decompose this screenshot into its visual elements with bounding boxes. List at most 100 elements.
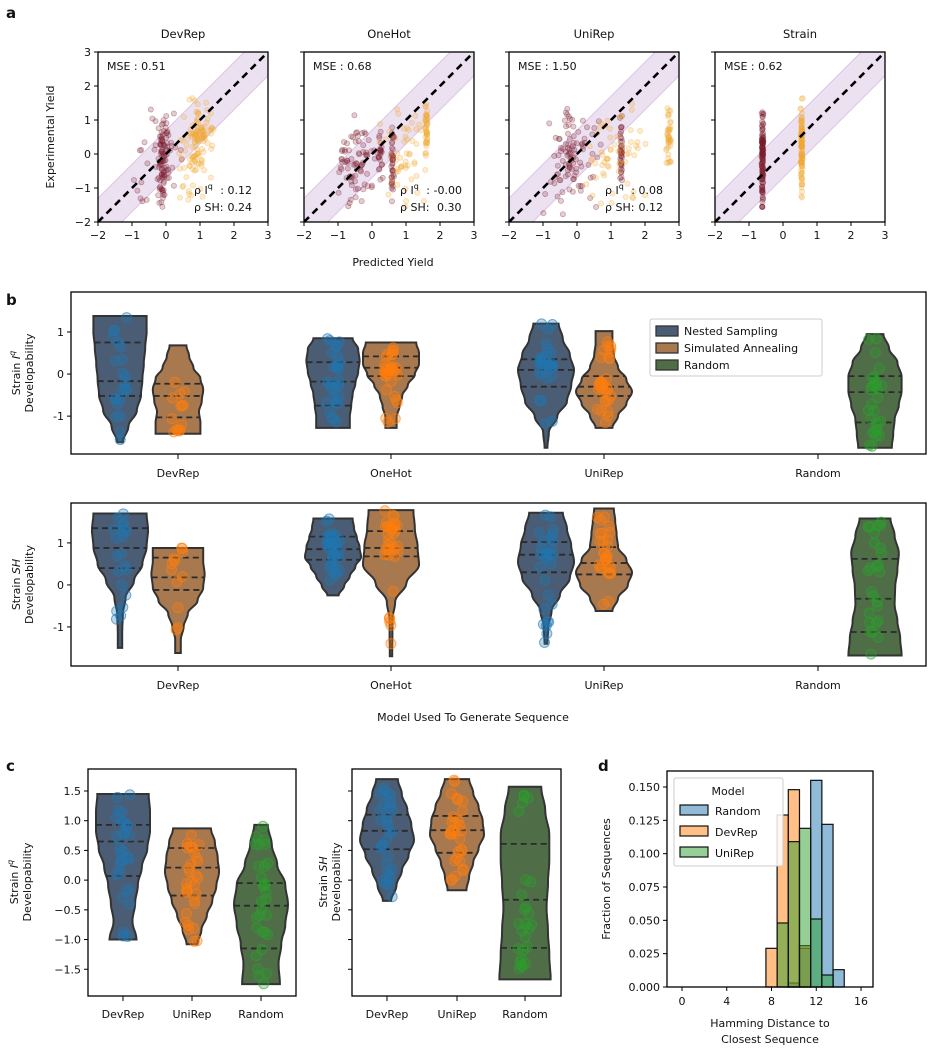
data-point-iq bbox=[619, 154, 626, 161]
data-point bbox=[592, 383, 604, 395]
data-point bbox=[117, 926, 129, 938]
plot-area bbox=[98, 52, 268, 222]
data-point-sh bbox=[798, 139, 805, 146]
data-point-iq bbox=[557, 144, 564, 151]
data-point-iq bbox=[156, 199, 163, 206]
data-point-sh bbox=[422, 150, 429, 157]
data-point-iq bbox=[552, 134, 559, 141]
data-point-iq bbox=[377, 147, 384, 154]
data-point-iq bbox=[389, 167, 396, 174]
data-point-iq bbox=[388, 153, 395, 160]
data-point-iq bbox=[618, 135, 625, 142]
data-point bbox=[603, 595, 615, 607]
violin-devrep-simulated-annealing bbox=[150, 542, 206, 654]
data-point-iq bbox=[618, 152, 625, 159]
x-tick-label: 2 bbox=[848, 229, 855, 242]
data-point-sh bbox=[192, 158, 199, 165]
data-point-iq bbox=[163, 134, 170, 141]
data-point-iq bbox=[759, 150, 766, 157]
x-tick-label: Random bbox=[795, 679, 841, 692]
data-point bbox=[535, 548, 547, 560]
violin-unirep-simulated-annealing bbox=[574, 330, 634, 429]
data-point-sh bbox=[195, 109, 202, 116]
scatter-subplot-unirep: −2 −1 0 1 2 3 UniRep MSE : 1.50 ρ Iq : 0.08 ρ SH:… bbox=[501, 27, 683, 242]
data-point-iq bbox=[759, 186, 766, 193]
violin-body bbox=[95, 793, 151, 941]
data-point bbox=[391, 540, 403, 552]
data-point-iq bbox=[160, 158, 167, 165]
data-point bbox=[117, 930, 129, 942]
data-point-iq bbox=[162, 146, 169, 153]
panel-d-histogram: d 0 4 8 12 16 0.000 0.025 0.050 0.075 0.100 0.125 0.… bbox=[598, 757, 874, 1046]
rho-sh-annotation: ρ SH: 0.30 bbox=[400, 201, 461, 214]
data-point-sh bbox=[798, 105, 805, 112]
data-point-sh bbox=[601, 159, 608, 166]
data-point bbox=[546, 598, 558, 610]
data-point-sh bbox=[193, 137, 200, 144]
data-point-sh bbox=[615, 148, 622, 155]
data-point-sh bbox=[798, 150, 805, 157]
x-tick-label: 16 bbox=[854, 995, 868, 1008]
violin-random-random bbox=[498, 785, 552, 981]
data-point bbox=[602, 340, 614, 352]
data-point-iq bbox=[618, 159, 625, 166]
data-point-iq bbox=[759, 179, 766, 186]
data-point bbox=[449, 870, 461, 882]
data-point-iq bbox=[160, 191, 167, 198]
data-point-iq bbox=[760, 130, 767, 137]
data-point-iq bbox=[358, 161, 365, 168]
data-point-sh bbox=[666, 134, 673, 141]
data-point-sh bbox=[798, 139, 805, 146]
data-point bbox=[603, 567, 615, 579]
data-point-iq bbox=[760, 111, 767, 118]
data-point bbox=[376, 839, 388, 851]
data-point-iq bbox=[554, 162, 561, 169]
data-point-sh bbox=[176, 194, 183, 201]
data-point-iq bbox=[339, 146, 346, 153]
data-point-sh bbox=[210, 126, 217, 133]
data-point-sh bbox=[666, 158, 673, 165]
data-point bbox=[382, 850, 394, 862]
data-point-iq bbox=[759, 203, 766, 210]
data-point bbox=[872, 384, 884, 396]
data-point-iq bbox=[618, 124, 625, 131]
data-point-iq bbox=[157, 150, 164, 157]
rho-iq-sup: q bbox=[619, 182, 624, 191]
data-point bbox=[256, 944, 268, 956]
data-point-sh bbox=[197, 185, 204, 192]
data-point-sh bbox=[798, 142, 805, 149]
data-point-sh bbox=[664, 113, 671, 120]
data-point-sh bbox=[589, 192, 596, 199]
data-point-sh bbox=[198, 156, 205, 163]
rho-iq-annotation: ρ Iq : -0.00 bbox=[400, 182, 462, 197]
data-point bbox=[533, 526, 545, 538]
data-point-iq bbox=[163, 112, 170, 119]
legend-swatch bbox=[679, 804, 709, 816]
data-point-iq bbox=[352, 178, 359, 185]
y-tick-label: −1.5 bbox=[54, 963, 81, 976]
data-point-iq bbox=[161, 142, 168, 149]
data-point-iq bbox=[360, 186, 367, 193]
x-tick-label: 1 bbox=[197, 229, 204, 242]
x-axis-label-line1: Hamming Distance to bbox=[710, 1017, 830, 1030]
data-point bbox=[600, 395, 612, 407]
data-point-iq bbox=[362, 151, 369, 158]
data-point-iq bbox=[759, 136, 766, 143]
data-point-sh bbox=[204, 115, 211, 122]
data-point bbox=[381, 384, 393, 396]
data-point-sh bbox=[798, 117, 805, 124]
data-point-iq bbox=[159, 174, 166, 181]
data-point-iq bbox=[551, 180, 558, 187]
data-point-iq bbox=[389, 177, 396, 184]
data-point-iq bbox=[760, 139, 767, 146]
data-point-sh bbox=[663, 145, 670, 152]
data-point-iq bbox=[759, 148, 766, 155]
data-point-sh bbox=[799, 155, 806, 162]
data-point-iq bbox=[390, 186, 397, 193]
data-point-iq bbox=[156, 133, 163, 140]
data-point-iq bbox=[759, 188, 766, 195]
data-point-sh bbox=[193, 132, 200, 139]
violin-devrep-nested-sampling bbox=[358, 778, 416, 903]
data-point bbox=[539, 574, 551, 586]
data-point bbox=[321, 537, 333, 549]
